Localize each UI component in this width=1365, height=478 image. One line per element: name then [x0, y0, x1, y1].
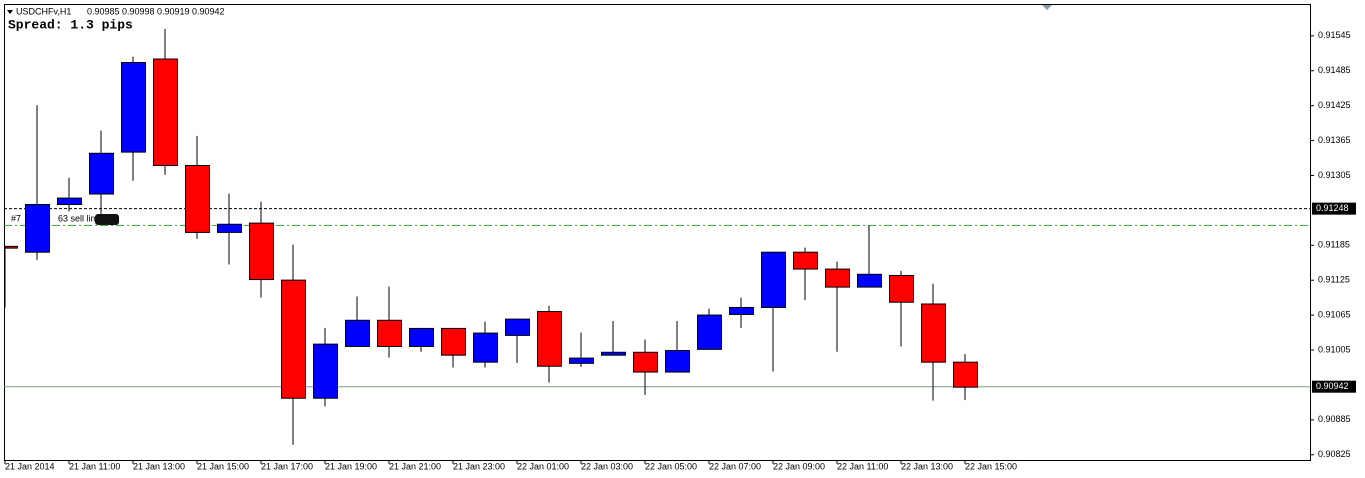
candle-body — [249, 222, 274, 281]
candle-body — [57, 197, 82, 205]
y-tick-label: 0.91005 — [1318, 344, 1351, 354]
header-open: 0.90985 — [87, 6, 120, 16]
candle-body — [537, 311, 562, 367]
x-tick-label: 22 Jan 13:00 — [901, 461, 953, 471]
candle-body — [345, 319, 370, 347]
candle-body — [793, 251, 818, 270]
candle-body — [889, 274, 914, 303]
price-label: 0.90942 — [1316, 381, 1349, 391]
candle-body — [217, 223, 242, 233]
x-tick-label: 22 Jan 05:00 — [645, 461, 697, 471]
x-tick-label: 21 Jan 19:00 — [325, 461, 377, 471]
y-tick-label: 0.91065 — [1318, 309, 1351, 319]
header-low: 0.90919 — [157, 6, 190, 16]
spread: Spread: 1.3 pips — [8, 17, 133, 32]
candle-body — [761, 251, 786, 308]
candle-body — [25, 203, 50, 253]
shift-marker — [1042, 5, 1052, 10]
symbol: USDCHFv,H1 — [16, 6, 71, 16]
candle-body — [153, 58, 178, 167]
x-tick-label: 22 Jan 15:00 — [965, 461, 1017, 471]
candle-body — [569, 357, 594, 364]
x-tick-label: 21 Jan 23:00 — [453, 461, 505, 471]
x-tick-label: 21 Jan 2014 — [5, 461, 55, 471]
candle-body — [409, 327, 434, 347]
x-tick-label: 22 Jan 03:00 — [581, 461, 633, 471]
x-tick-label: 21 Jan 13:00 — [133, 461, 185, 471]
candle-body — [441, 327, 466, 356]
candle-body — [825, 268, 850, 288]
header-close: 0.90942 — [192, 6, 225, 16]
candle-body — [313, 343, 338, 399]
candle-body — [953, 361, 978, 388]
y-tick-label: 0.91185 — [1318, 240, 1350, 250]
y-tick-label: 0.91365 — [1318, 135, 1351, 145]
candle-body — [505, 318, 530, 336]
menu-arrow — [7, 10, 13, 14]
candle-body — [89, 152, 114, 195]
level-label: 0.91248 — [1316, 203, 1349, 213]
y-tick-label: 0.91485 — [1318, 65, 1351, 75]
y-tick-label: 0.91305 — [1318, 170, 1351, 180]
order-label: #7 — [11, 213, 21, 223]
x-tick-label: 22 Jan 07:00 — [709, 461, 761, 471]
candle-body — [121, 62, 146, 153]
candle-body — [665, 350, 690, 373]
level-box — [1312, 202, 1356, 215]
candle-body — [185, 165, 210, 233]
x-tick-label: 22 Jan 11:00 — [837, 461, 888, 471]
x-tick-label: 22 Jan 09:00 — [773, 461, 825, 471]
candle-body — [281, 279, 306, 399]
y-tick-label: 0.91545 — [1318, 30, 1351, 40]
order-label: 63 sell limit — [58, 213, 103, 223]
price-box — [1312, 380, 1356, 393]
redaction — [95, 214, 119, 225]
x-tick-label: 21 Jan 17:00 — [261, 461, 313, 471]
y-tick-label: 0.91425 — [1318, 100, 1351, 110]
candle-body — [633, 351, 658, 373]
y-tick-label: 0.90825 — [1318, 449, 1351, 459]
x-tick-label: 21 Jan 15:00 — [197, 461, 249, 471]
candle-body — [921, 303, 946, 363]
y-tick-label: 0.91125 — [1318, 275, 1350, 285]
candle-body — [377, 319, 402, 347]
x-tick-label: 21 Jan 11:00 — [69, 461, 120, 471]
candle-body — [729, 306, 754, 315]
x-tick-label: 22 Jan 01:00 — [517, 461, 569, 471]
candle-body — [5, 245, 18, 249]
candle-body — [473, 332, 498, 363]
x-tick-label: 21 Jan 21:00 — [389, 461, 441, 471]
candle-body — [601, 351, 626, 356]
y-tick-label: 0.90885 — [1318, 414, 1351, 424]
header-high: 0.90998 — [122, 6, 155, 16]
candle-body — [857, 273, 882, 288]
candle-body — [697, 314, 722, 350]
